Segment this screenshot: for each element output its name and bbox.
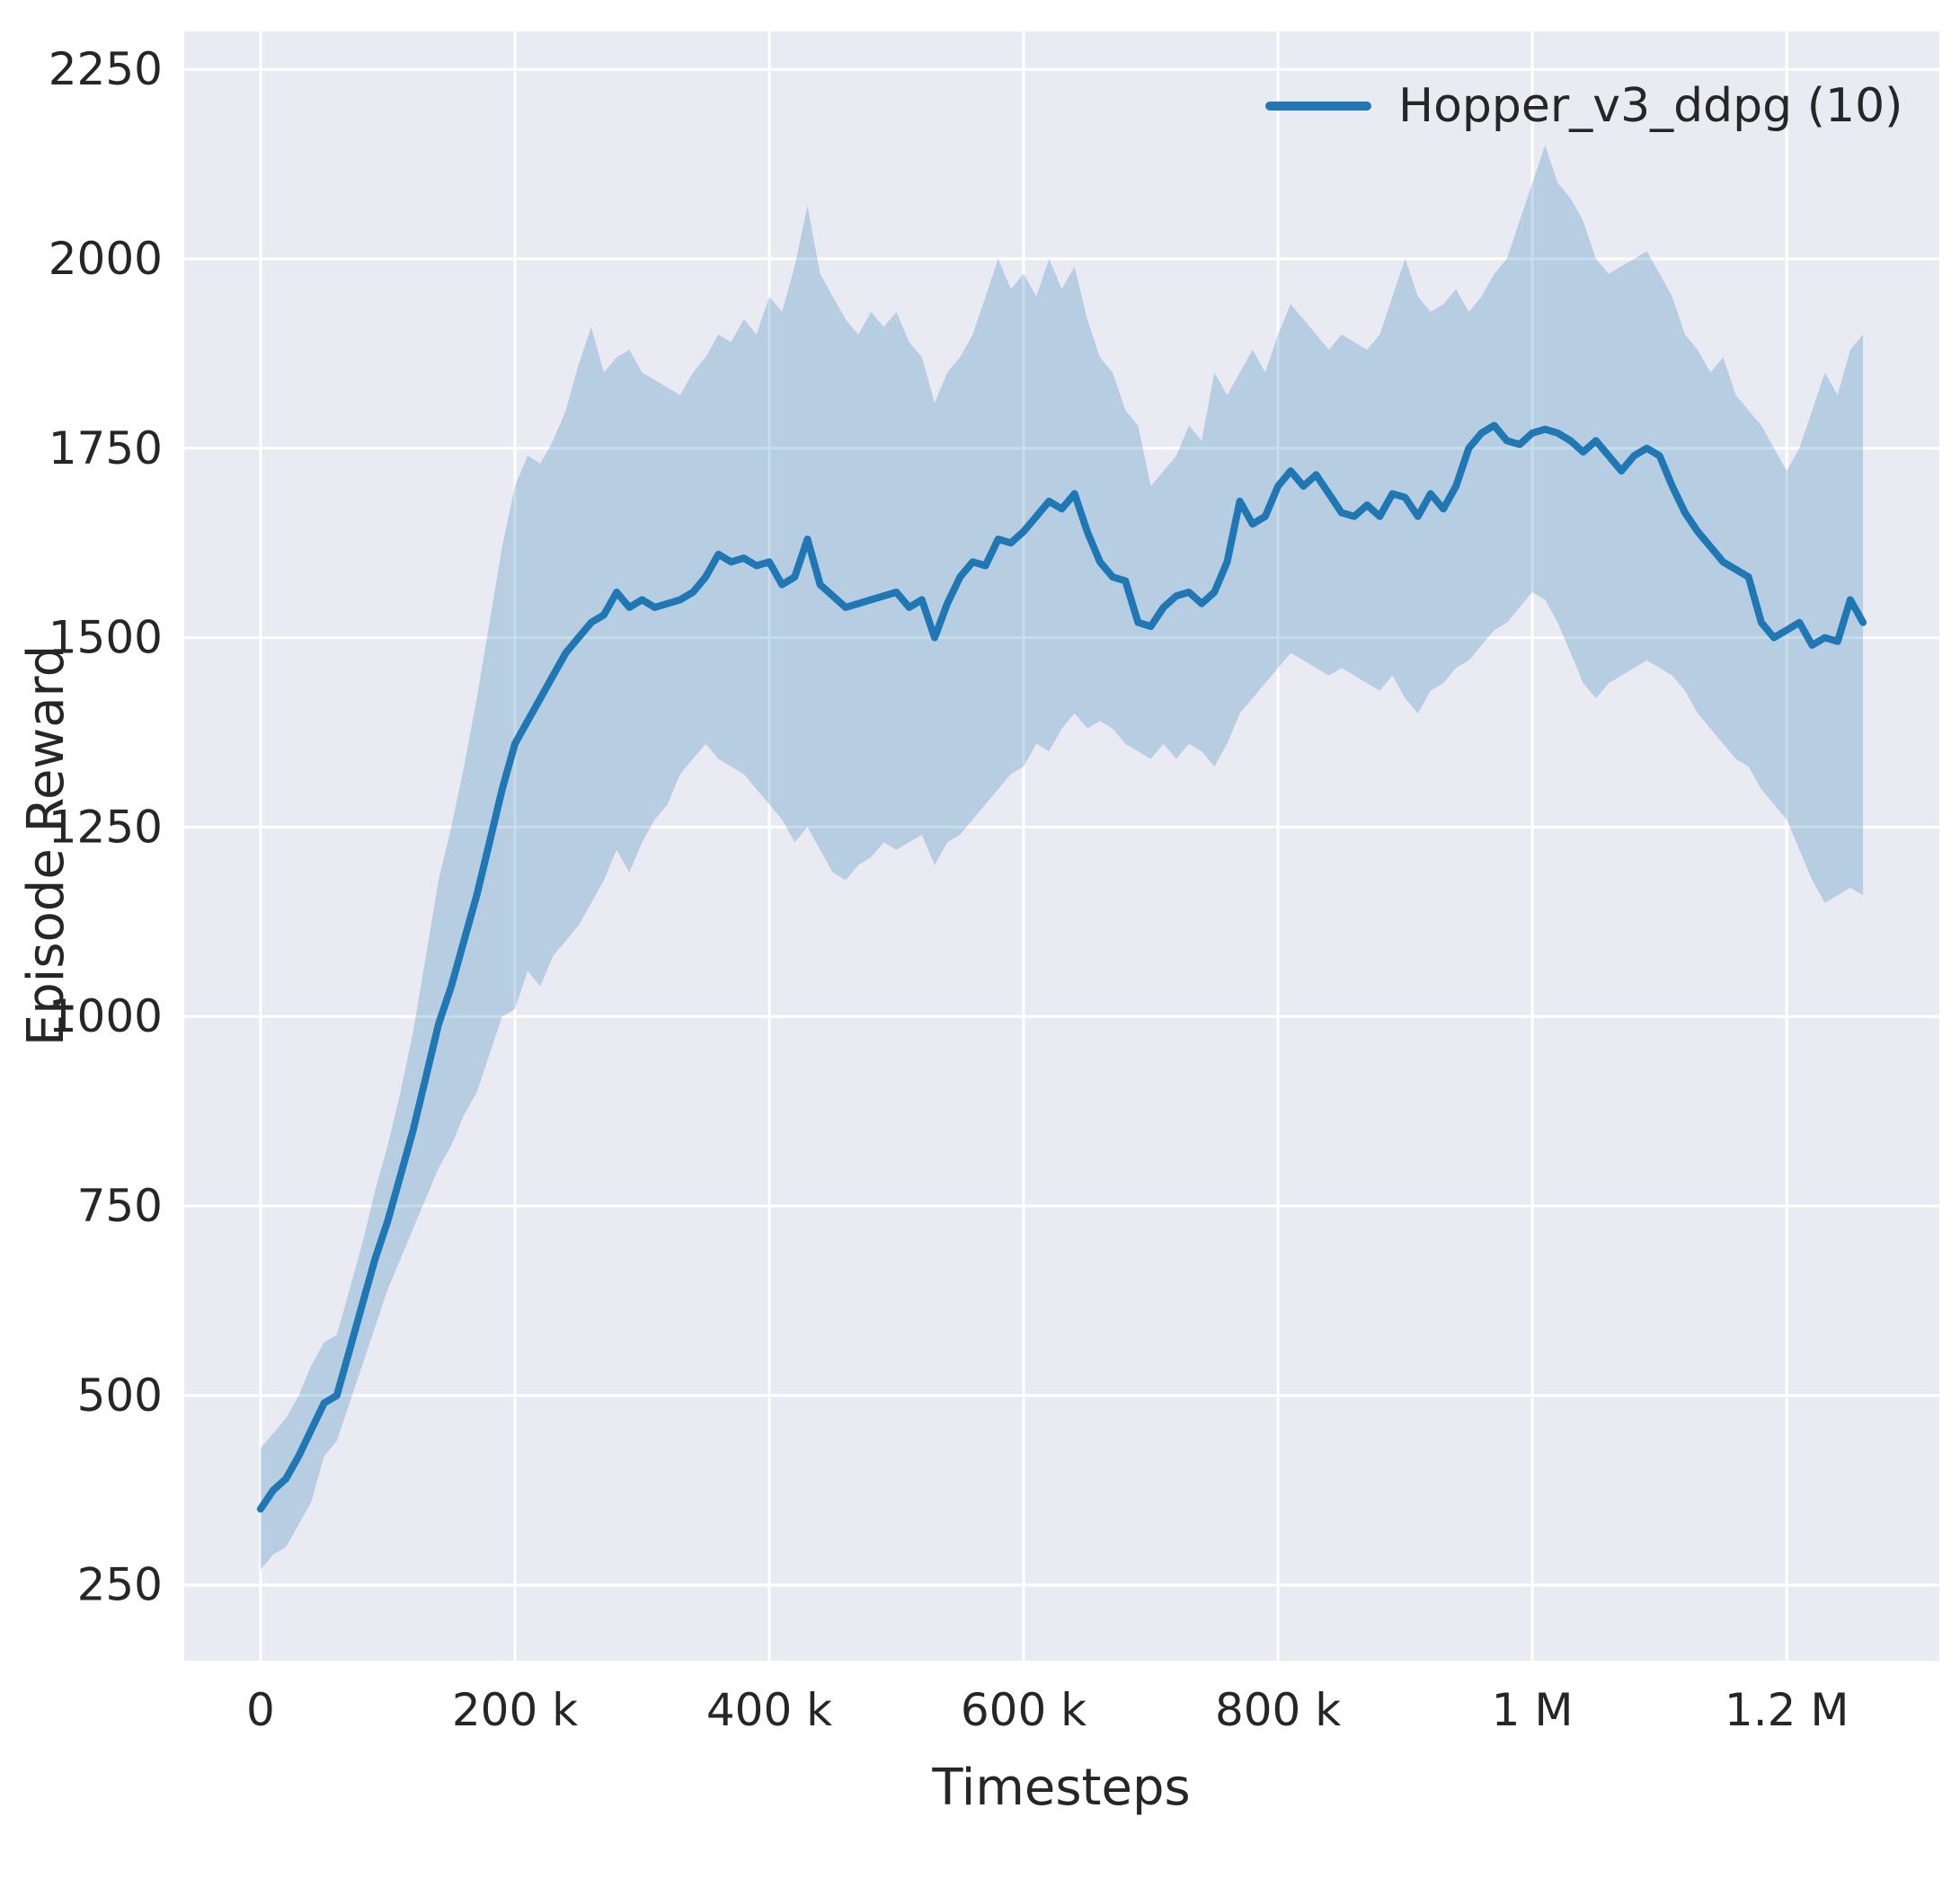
x-tick-label: 0 <box>246 1684 275 1736</box>
confidence-band <box>260 145 1864 1570</box>
x-tick-label: 600 k <box>961 1684 1086 1736</box>
mean-line <box>256 421 1867 1513</box>
legend: Hopper_v3_ddpg (10) <box>1265 79 1902 133</box>
x-tick-label: 800 k <box>1215 1684 1341 1736</box>
y-axis-title: Episode Reward <box>17 644 75 1047</box>
legend-line-swatch <box>1265 102 1371 111</box>
x-axis-title: Timesteps <box>932 1759 1191 1817</box>
plot-background <box>184 31 1939 1661</box>
y-tick-label: 2000 <box>49 233 163 285</box>
x-tick-label: 1 M <box>1492 1684 1574 1736</box>
y-tick-label: 2250 <box>49 43 163 95</box>
y-tick-label: 1250 <box>49 801 163 853</box>
y-tick-label: 1000 <box>49 990 163 1042</box>
x-tick-label: 400 k <box>706 1684 832 1736</box>
y-tick-label: 750 <box>77 1180 163 1232</box>
y-tick-label: 1500 <box>49 612 163 664</box>
y-tick-label: 1750 <box>49 422 163 474</box>
x-tick-label: 200 k <box>452 1684 578 1736</box>
legend-label: Hopper_v3_ddpg (10) <box>1398 79 1903 133</box>
y-tick-label: 500 <box>77 1370 163 1422</box>
x-tick-label: 1.2 M <box>1725 1684 1849 1736</box>
y-tick-label: 250 <box>77 1559 163 1611</box>
